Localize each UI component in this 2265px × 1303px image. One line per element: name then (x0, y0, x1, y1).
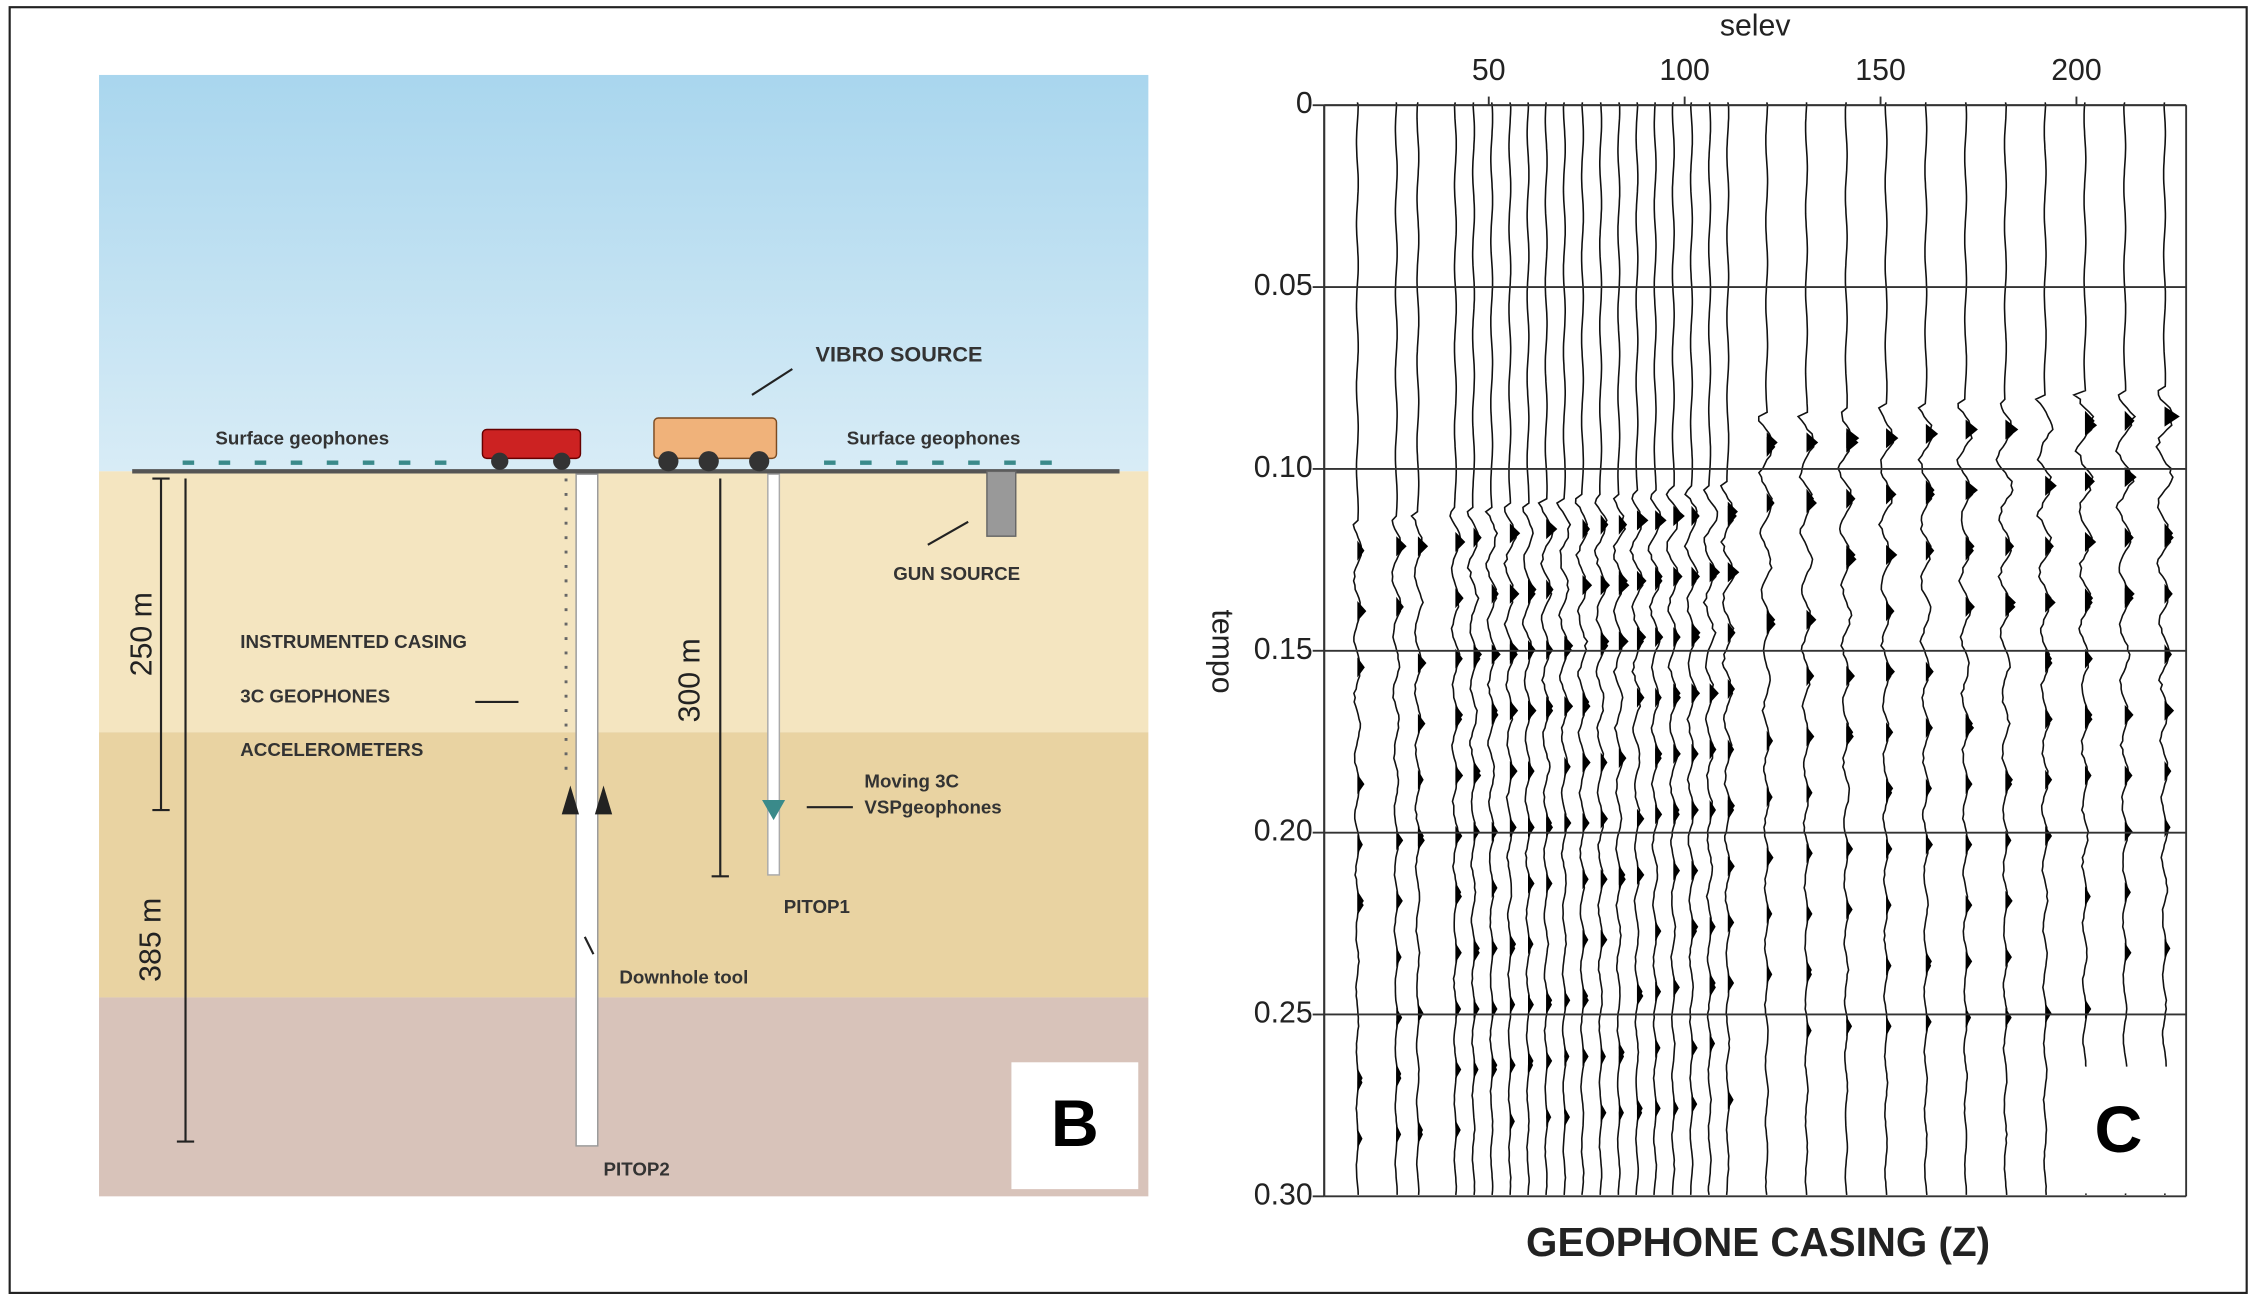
borehole-pitop2 (576, 474, 598, 1146)
gun (987, 471, 1016, 536)
x-tick-label: 50 (1472, 54, 1506, 87)
y-tick-label: 0.10 (1254, 451, 1313, 484)
label: Moving 3C (864, 771, 959, 792)
panel-label: C (2094, 1093, 2142, 1167)
x-tick-label: 100 (1659, 54, 1709, 87)
label: Surface geophones (215, 428, 389, 449)
label: VIBRO SOURCE (816, 342, 983, 367)
truck-vibro (654, 418, 777, 471)
y-axis-label: tempo (1205, 609, 1238, 693)
y-tick-label: 0.25 (1254, 996, 1313, 1029)
y-tick-label: 0.05 (1254, 269, 1313, 302)
label: 3C GEOPHONES (240, 686, 390, 707)
x-tick-label: 150 (1855, 54, 1905, 87)
y-tick-label: 0.20 (1254, 815, 1313, 848)
label: PITOP1 (784, 896, 850, 917)
y-tick-label: 0.30 (1254, 1178, 1313, 1211)
label: 300 m (673, 638, 706, 722)
x-axis-label: selev (1720, 9, 1791, 42)
label: ACCELEROMETERS (240, 739, 423, 760)
layer-2 (99, 732, 1148, 997)
panel-b: VIBRO SOURCE Surface geophones Surface g… (99, 75, 1148, 1196)
x-tick-label: 200 (2051, 54, 2101, 87)
y-tick-label: 0.15 (1254, 633, 1313, 666)
label: Surface geophones (847, 428, 1021, 449)
label: GUN SOURCE (893, 563, 1020, 584)
label: PITOP2 (604, 1158, 670, 1179)
label: Downhole tool (619, 967, 748, 988)
sky (99, 75, 1148, 471)
panel-label: B (1051, 1087, 1099, 1161)
label: VSPgeophones (864, 797, 1001, 818)
label: 385 m (134, 898, 167, 982)
chart-title: GEOPHONE CASING (Z) (1526, 1219, 1990, 1265)
label: 250 m (126, 592, 159, 676)
y-tick-label: 0 (1296, 87, 1313, 120)
figure: VIBRO SOURCE Surface geophones Surface g… (0, 0, 2265, 1303)
label: INSTRUMENTED CASING (240, 631, 467, 652)
